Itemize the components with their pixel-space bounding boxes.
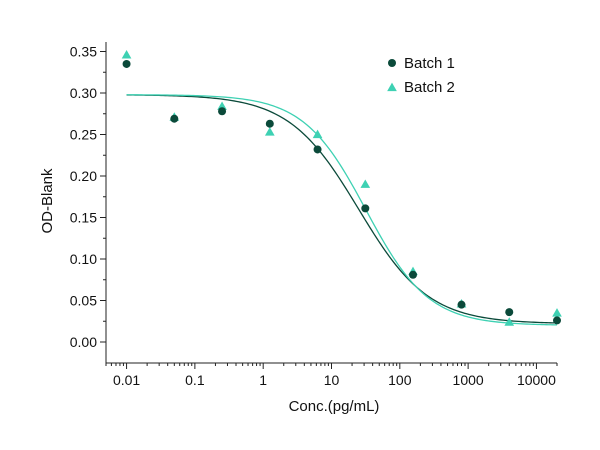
- data-point-series-1: [409, 270, 418, 279]
- x-tick-label: 10000: [517, 372, 556, 388]
- y-tick-label: 0.30: [70, 85, 97, 101]
- y-axis-label: OD-Blank: [39, 168, 56, 234]
- fit-curve-series-1: [126, 94, 558, 324]
- x-tick-label: 10: [324, 372, 340, 388]
- x-tick-label: 100: [388, 372, 412, 388]
- x-tick-label: 0.1: [185, 372, 205, 388]
- legend-marker-series-1: [388, 59, 396, 67]
- x-axis-label: Conc.(pg/mL): [289, 398, 380, 415]
- legend-label-series-2: Batch 2: [404, 79, 455, 96]
- x-tick-label: 0.01: [113, 372, 140, 388]
- data-point-series-2: [121, 49, 132, 59]
- y-tick-label: 0.10: [70, 251, 97, 267]
- data-point-series-2: [552, 308, 562, 317]
- data-point-series-1: [218, 107, 227, 116]
- ticks: 0.00 0.05 0.10 0.15 0.20 0.25 0.30 0.35 0.01 0.1 1…: [70, 44, 558, 388]
- y-tick-label: 0.35: [70, 44, 97, 60]
- data-point-series-1: [265, 119, 274, 128]
- data-point-series-2: [264, 127, 275, 136]
- data-point-series-2: [312, 129, 323, 139]
- fit-curves: [126, 94, 558, 326]
- data-point-series-1: [505, 308, 514, 317]
- data-point-series-1: [122, 59, 131, 68]
- x-tick-label: 1: [259, 372, 267, 388]
- legend-marker-series-2: [387, 82, 397, 92]
- data-point-series-1: [170, 114, 179, 123]
- axes: [105, 42, 557, 364]
- x-tick-label: 1000: [453, 372, 484, 388]
- data-point-series-1: [553, 316, 561, 325]
- data-point-series-1: [457, 300, 466, 309]
- y-tick-label: 0.20: [70, 168, 97, 184]
- data-point-series-1: [313, 145, 322, 154]
- data-point-series-2: [217, 101, 227, 110]
- y-tick-label: 0.05: [70, 293, 97, 309]
- data-point-series-1: [361, 204, 370, 213]
- legend: Batch 1 Batch 2: [387, 55, 455, 96]
- y-tick-label: 0.15: [70, 210, 97, 226]
- legend-label-series-1: Batch 1: [404, 55, 455, 72]
- y-tick-label: 0.25: [70, 127, 97, 143]
- data-points: [121, 49, 562, 326]
- y-tick-label: 0.00: [70, 334, 97, 350]
- fit-curve-series-2: [126, 94, 558, 326]
- data-point-series-2: [504, 317, 515, 326]
- data-point-series-2: [360, 179, 371, 188]
